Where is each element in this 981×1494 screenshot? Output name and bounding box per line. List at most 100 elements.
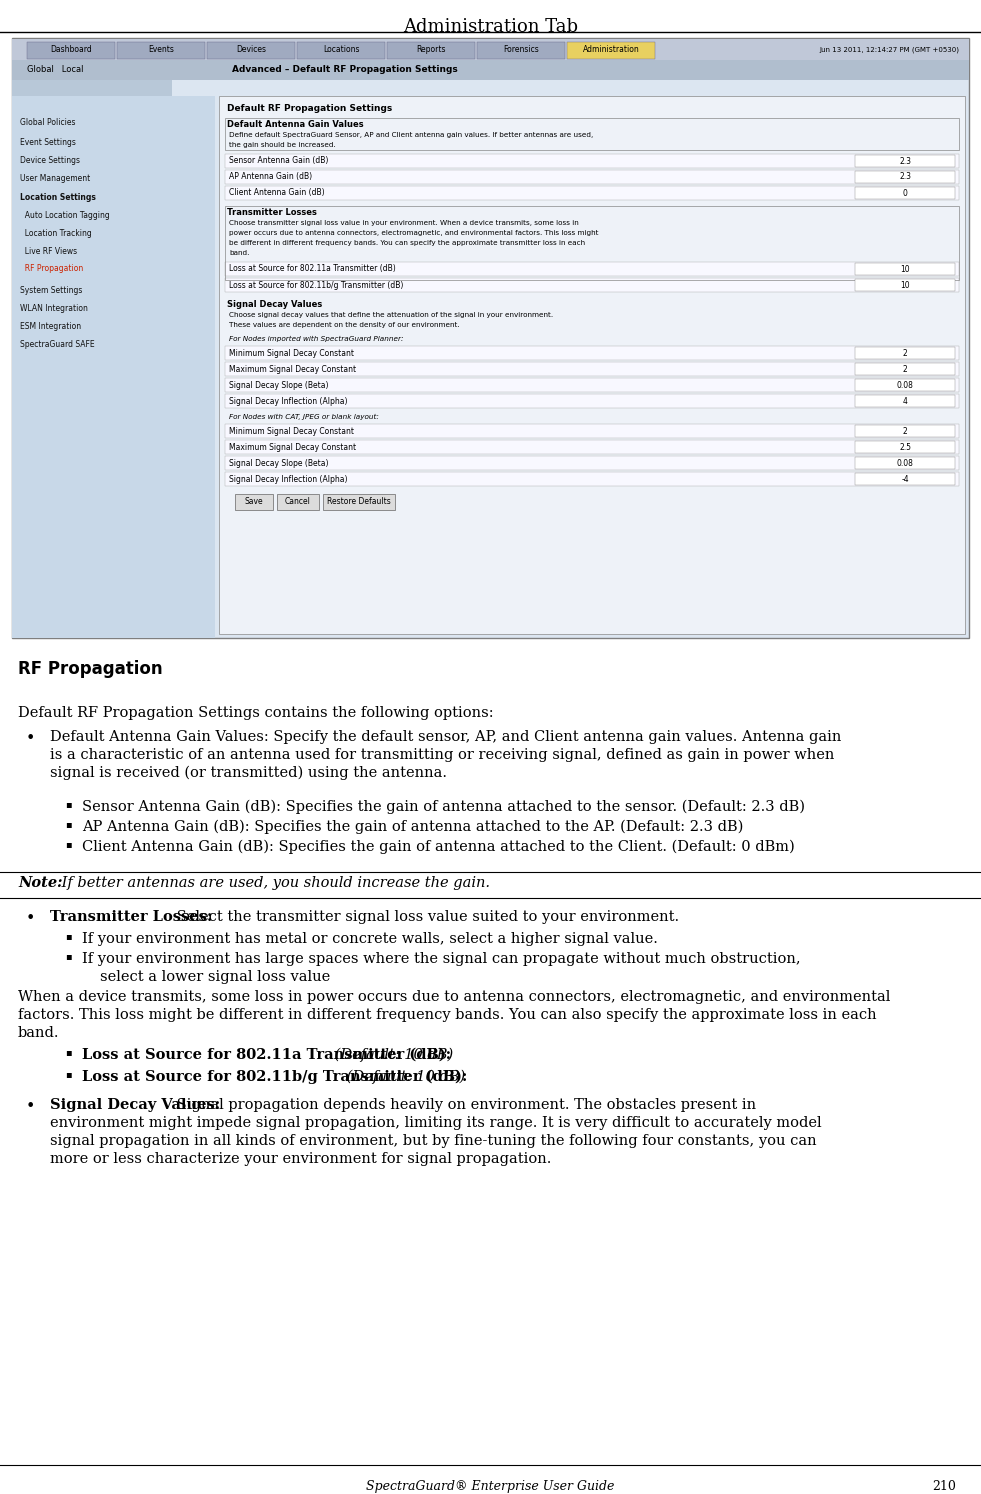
Bar — [12, 96, 215, 638]
Text: •: • — [26, 910, 34, 926]
Text: Signal Decay Slope (Beta): Signal Decay Slope (Beta) — [229, 381, 329, 390]
Text: Choose signal decay values that define the attenuation of the signal in your env: Choose signal decay values that define t… — [229, 312, 553, 318]
Bar — [855, 396, 955, 406]
Text: SpectraGuard SAFE: SpectraGuard SAFE — [20, 341, 94, 350]
Bar — [225, 456, 959, 471]
Text: Global   Local: Global Local — [27, 66, 83, 75]
Text: Save: Save — [244, 498, 263, 506]
Bar — [225, 206, 959, 279]
Text: Default Antenna Gain Values: Specify the default sensor, AP, and Client antenna : Default Antenna Gain Values: Specify the… — [50, 731, 842, 744]
Text: band.: band. — [229, 249, 249, 255]
Text: System Settings: System Settings — [20, 285, 82, 294]
Text: Default Antenna Gain Values: Default Antenna Gain Values — [227, 120, 364, 128]
Text: (Default: 10 dB): (Default: 10 dB) — [342, 1070, 465, 1085]
Bar — [855, 348, 955, 359]
Text: RF Propagation: RF Propagation — [20, 264, 83, 273]
Text: environment might impede signal propagation, limiting its range. It is very diff: environment might impede signal propagat… — [50, 1116, 822, 1129]
Bar — [387, 42, 475, 58]
Bar — [855, 155, 955, 166]
Bar — [297, 42, 385, 58]
Bar — [27, 42, 115, 58]
Text: 2: 2 — [903, 348, 907, 357]
Text: Maximum Signal Decay Constant: Maximum Signal Decay Constant — [229, 442, 356, 451]
Bar — [225, 118, 959, 149]
Text: Event Settings: Event Settings — [20, 137, 76, 146]
Text: Sensor Antenna Gain (dB): Specifies the gain of antenna attached to the sensor. : Sensor Antenna Gain (dB): Specifies the … — [82, 799, 805, 814]
Text: Location Tracking: Location Tracking — [20, 229, 92, 238]
Bar — [225, 394, 959, 408]
Text: SpectraGuard® Enterprise User Guide: SpectraGuard® Enterprise User Guide — [366, 1481, 615, 1493]
Text: Device Settings: Device Settings — [20, 155, 80, 164]
Text: Auto Location Tagging: Auto Location Tagging — [20, 211, 110, 220]
Text: If your environment has large spaces where the signal can propagate without much: If your environment has large spaces whe… — [82, 952, 800, 967]
Text: ▪: ▪ — [65, 799, 72, 808]
Bar — [207, 42, 295, 58]
Text: Advanced – Default RF Propagation Settings: Advanced – Default RF Propagation Settin… — [232, 66, 458, 75]
Bar — [277, 495, 319, 509]
Text: ▪: ▪ — [65, 840, 72, 849]
Text: Live RF Views: Live RF Views — [20, 247, 77, 255]
Text: Define default SpectraGuard Sensor, AP and Client antenna gain values. If better: Define default SpectraGuard Sensor, AP a… — [229, 131, 594, 137]
Text: more or less characterize your environment for signal propagation.: more or less characterize your environme… — [50, 1152, 551, 1165]
Text: Transmitter Losses: Transmitter Losses — [227, 208, 317, 217]
Text: If better antennas are used, you should increase the gain.: If better antennas are used, you should … — [57, 875, 490, 890]
Bar — [225, 170, 959, 184]
Text: Client Antenna Gain (dB): Specifies the gain of antenna attached to the Client. : Client Antenna Gain (dB): Specifies the … — [82, 840, 795, 855]
Text: If your environment has metal or concrete walls, select a higher signal value.: If your environment has metal or concret… — [82, 932, 658, 946]
Text: RF Propagation: RF Propagation — [18, 660, 163, 678]
Text: Signal Decay Values:: Signal Decay Values: — [50, 1098, 221, 1112]
Text: -4: -4 — [902, 475, 908, 484]
Text: band.: band. — [18, 1026, 60, 1040]
Text: 4: 4 — [903, 396, 907, 405]
Bar — [12, 37, 969, 638]
Text: Cancel: Cancel — [285, 498, 311, 506]
Bar — [12, 39, 969, 60]
Text: AP Antenna Gain (dB): Specifies the gain of antenna attached to the AP. (Default: AP Antenna Gain (dB): Specifies the gain… — [82, 820, 744, 834]
Text: 0: 0 — [903, 188, 907, 197]
Bar — [225, 441, 959, 454]
Text: Select the transmitter signal loss value suited to your environment.: Select the transmitter signal loss value… — [172, 910, 679, 923]
Text: Sensor Antenna Gain (dB): Sensor Antenna Gain (dB) — [229, 157, 329, 166]
Text: Signal Decay Inflection (Alpha): Signal Decay Inflection (Alpha) — [229, 396, 347, 405]
Text: WLAN Integration: WLAN Integration — [20, 303, 88, 314]
Text: Note:: Note: — [18, 875, 63, 890]
Text: ▪: ▪ — [65, 1070, 72, 1079]
Text: Transmitter Losses:: Transmitter Losses: — [50, 910, 212, 923]
Text: Loss at Source for 802.11a Transmitter (dB):: Loss at Source for 802.11a Transmitter (… — [82, 1047, 451, 1062]
Bar — [225, 472, 959, 486]
Bar — [225, 378, 959, 391]
Text: When a device transmits, some loss in power occurs due to antenna connectors, el: When a device transmits, some loss in po… — [18, 991, 891, 1004]
Text: (Default: 10 dB): (Default: 10 dB) — [330, 1047, 453, 1062]
Bar — [855, 172, 955, 182]
Bar — [225, 278, 959, 291]
Text: ▪: ▪ — [65, 820, 72, 829]
Text: AP Antenna Gain (dB): AP Antenna Gain (dB) — [229, 172, 312, 181]
Text: Jun 13 2011, 12:14:27 PM (GMT +0530): Jun 13 2011, 12:14:27 PM (GMT +0530) — [819, 46, 959, 52]
Bar — [117, 42, 205, 58]
Text: Minimum Signal Decay Constant: Minimum Signal Decay Constant — [229, 426, 354, 435]
Text: Events: Events — [148, 45, 174, 54]
Text: Location Settings: Location Settings — [20, 193, 96, 202]
Text: Restore Defaults: Restore Defaults — [327, 498, 390, 506]
Bar — [225, 261, 959, 276]
Text: 2.5: 2.5 — [899, 442, 911, 451]
Text: Signal Decay Values: Signal Decay Values — [227, 300, 322, 309]
Text: Signal Decay Inflection (Alpha): Signal Decay Inflection (Alpha) — [229, 475, 347, 484]
Bar — [323, 495, 395, 509]
Text: Signal Decay Slope (Beta): Signal Decay Slope (Beta) — [229, 459, 329, 468]
Text: Loss at Source for 802.11a Transmitter (dB): Loss at Source for 802.11a Transmitter (… — [229, 264, 395, 273]
Text: signal is received (or transmitted) using the antenna.: signal is received (or transmitted) usin… — [50, 766, 447, 780]
Text: •: • — [26, 731, 34, 747]
Text: Reports: Reports — [416, 45, 445, 54]
Bar — [225, 424, 959, 438]
Text: For Nodes imported with SpectraGuard Planner:: For Nodes imported with SpectraGuard Pla… — [229, 336, 403, 342]
Text: 210: 210 — [933, 1481, 956, 1493]
Text: Administration: Administration — [583, 45, 640, 54]
Text: •: • — [26, 1098, 34, 1115]
Bar — [855, 426, 955, 436]
Text: 10: 10 — [901, 281, 909, 290]
Bar — [855, 442, 955, 453]
Bar — [225, 347, 959, 360]
Bar — [855, 279, 955, 290]
Text: 0.08: 0.08 — [897, 381, 913, 390]
